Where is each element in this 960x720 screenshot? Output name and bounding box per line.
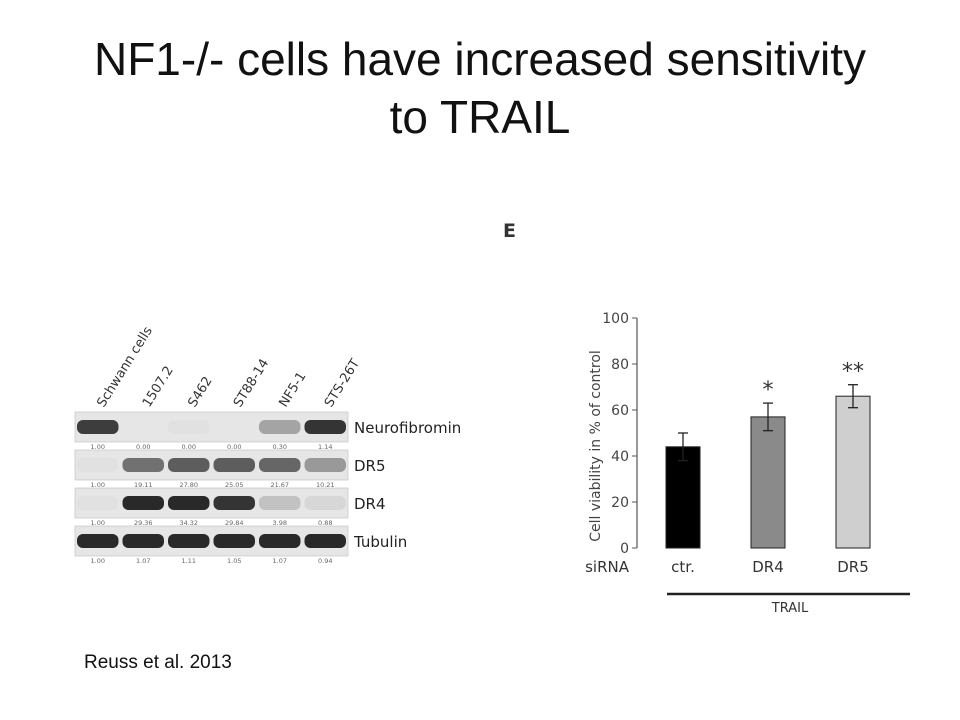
row-label-sirna: siRNA [585,558,630,576]
blot-value: 1.14 [318,443,332,451]
bar-DR4 [750,416,786,549]
blot-band [77,420,119,434]
blot-value: 1.00 [91,481,105,489]
blot-band [168,420,210,434]
blot-band [122,458,164,472]
blot-row-label: DR4 [354,495,386,513]
blot-band [122,496,164,510]
title-line-1: NF1-/- cells have increased sensitivity [93,33,867,85]
blot-band [304,496,346,510]
blot-band [168,496,210,510]
y-axis-label: Cell viability in % of control [588,350,604,542]
blot-value: 0.00 [182,443,196,451]
blot-band [213,458,255,472]
significance-marker: * [763,378,774,403]
y-tick-label: 0 [620,541,629,557]
significance-marker: ** [842,360,864,385]
group-label-trail: TRAIL [771,601,809,616]
blot-value: 1.05 [227,557,241,565]
blot-row-label: DR5 [354,457,386,475]
blot-band [259,420,301,434]
blot-value: 0.00 [136,443,150,451]
blot-value: 1.07 [136,557,150,565]
y-tick-label: 20 [611,495,629,511]
blot-value: 34.32 [179,519,198,527]
blot-membrane [74,449,349,481]
blot-band [259,458,301,472]
blot-row-label: Tubulin [353,533,407,551]
blot-value: 10.21 [316,481,335,489]
blot-membrane [74,411,349,443]
blot-value: 3.98 [273,519,287,527]
panel-letter: E [503,220,516,242]
blot-value: 0.30 [273,443,287,451]
blot-value: 0.88 [318,519,332,527]
blot-band [213,534,255,548]
y-tick-label: 100 [602,311,629,327]
blot-band [77,534,119,548]
blot-value: 0.00 [227,443,241,451]
bar-ctr [665,446,701,549]
blot-band [168,458,210,472]
blot-value: 21.67 [270,481,289,489]
blot-band [304,420,346,434]
blot-band [304,534,346,548]
y-tick-label: 80 [611,357,629,373]
y-tick-label: 40 [611,449,629,465]
blot-value: 1.00 [91,557,105,565]
blot-value: 19.11 [134,481,153,489]
blot-value: 25.05 [225,481,244,489]
category-label: DR4 [752,558,784,576]
blot-membrane [74,487,349,519]
blot-membrane [74,525,349,557]
blot-value: 1.00 [91,443,105,451]
bar-DR5 [835,395,871,549]
slide-title: NF1-/- cells have increased sensitivity … [0,30,960,146]
category-label: ctr. [671,558,695,576]
blot-value: 29.84 [225,519,244,527]
blot-band [304,458,346,472]
blot-value: 27.80 [179,481,198,489]
blot-band [259,534,301,548]
blot-band [168,534,210,548]
blot-value: 1.11 [182,557,196,565]
citation: Reuss et al. 2013 [84,652,232,673]
blot-value: 0.94 [318,557,332,565]
y-tick-label: 60 [611,403,629,419]
blot-value: 1.07 [273,557,287,565]
blot-row-label: Neurofibromin [354,419,461,437]
blot-band [77,458,119,472]
blot-value: 1.00 [91,519,105,527]
blot-band [77,496,119,510]
category-label: DR5 [837,558,869,576]
blot-band [122,534,164,548]
blot-band [259,496,301,510]
title-line-2: to TRAIL [389,91,571,143]
blot-value: 29.36 [134,519,153,527]
blot-band [213,496,255,510]
